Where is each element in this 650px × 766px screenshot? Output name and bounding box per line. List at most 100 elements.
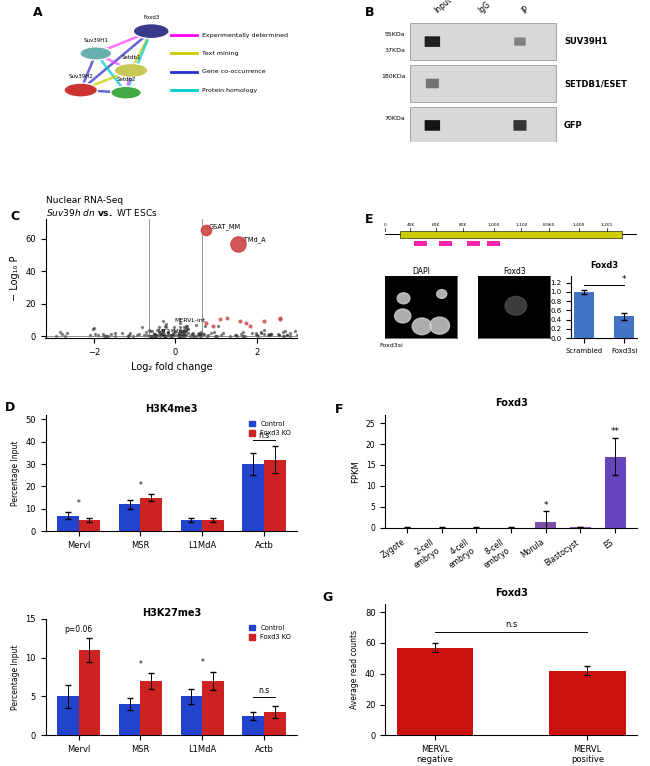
- Point: [265, 329, 276, 341]
- Bar: [410, 23, 556, 60]
- Point: [200, 320, 210, 332]
- Point: [167, 329, 177, 342]
- Y-axis label: Percentage Input: Percentage Input: [10, 440, 20, 506]
- Point: [207, 320, 218, 332]
- Point: [158, 316, 168, 328]
- Point: [202, 330, 212, 342]
- Title: H3K4me3: H3K4me3: [145, 404, 198, 414]
- Text: *: *: [622, 275, 627, 283]
- Text: Input: Input: [432, 0, 454, 15]
- Point: [149, 329, 159, 342]
- Point: [265, 329, 275, 342]
- Point: [237, 330, 248, 342]
- Point: [155, 328, 166, 340]
- Text: 80K: 80K: [459, 222, 467, 227]
- Text: **: **: [610, 427, 619, 437]
- Point: [229, 329, 240, 342]
- Point: [190, 319, 201, 331]
- Point: [90, 328, 101, 340]
- Text: G: G: [322, 591, 333, 604]
- Bar: [549, 671, 625, 735]
- Point: [194, 329, 205, 342]
- Point: [282, 329, 293, 342]
- Point: [157, 329, 168, 341]
- Point: [206, 326, 216, 339]
- Text: GFP: GFP: [564, 121, 582, 130]
- Point: [178, 329, 188, 341]
- Point: [123, 330, 133, 342]
- Point: [149, 328, 159, 340]
- Point: [181, 319, 192, 332]
- Point: [244, 320, 255, 332]
- Text: n.s: n.s: [505, 620, 517, 629]
- Point: [211, 329, 221, 342]
- Point: [155, 329, 165, 342]
- Point: [151, 329, 161, 342]
- Point: [158, 326, 168, 338]
- Text: 180KDa: 180KDa: [381, 74, 406, 79]
- Point: [266, 328, 277, 340]
- Text: D: D: [5, 401, 16, 414]
- Bar: [414, 241, 427, 247]
- Point: [174, 330, 185, 342]
- Point: [218, 326, 228, 339]
- Text: F: F: [335, 404, 343, 417]
- Point: [151, 329, 161, 342]
- Point: [178, 330, 188, 342]
- Point: [168, 321, 179, 333]
- Point: [196, 329, 206, 341]
- Point: [174, 324, 185, 336]
- Point: [231, 330, 242, 342]
- Point: [180, 322, 190, 334]
- Text: 70KDa: 70KDa: [385, 116, 406, 120]
- Point: [274, 329, 284, 342]
- Point: [246, 327, 257, 339]
- Point: [125, 326, 135, 339]
- Point: [180, 319, 190, 332]
- Circle shape: [395, 309, 411, 323]
- Circle shape: [412, 318, 432, 335]
- Point: [292, 329, 302, 341]
- Text: SUV39H1: SUV39H1: [564, 37, 608, 46]
- Point: [214, 313, 225, 326]
- Point: [179, 320, 190, 332]
- Bar: [400, 231, 622, 237]
- Text: A: A: [33, 6, 42, 19]
- Point: [155, 326, 165, 339]
- Text: n.s: n.s: [259, 430, 270, 440]
- Bar: [181, 520, 202, 532]
- Point: [163, 326, 174, 339]
- Circle shape: [397, 293, 410, 304]
- Bar: [242, 716, 264, 735]
- Point: [290, 325, 300, 337]
- Ellipse shape: [64, 83, 98, 97]
- FancyBboxPatch shape: [514, 120, 526, 131]
- Point: [240, 329, 250, 342]
- Text: 1,400: 1,400: [573, 222, 585, 227]
- Point: [109, 330, 120, 342]
- Text: Protein homology: Protein homology: [202, 87, 257, 93]
- Circle shape: [430, 317, 450, 334]
- Point: [251, 327, 261, 339]
- Point: [161, 329, 171, 342]
- Text: Setdb1: Setdb1: [122, 54, 141, 60]
- Text: *: *: [543, 501, 548, 509]
- Point: [161, 318, 171, 330]
- Ellipse shape: [111, 87, 142, 99]
- Point: [101, 329, 111, 342]
- Point: [251, 329, 261, 341]
- Point: [176, 329, 187, 341]
- Text: Foxd3: Foxd3: [143, 15, 159, 20]
- Point: [168, 329, 178, 341]
- Bar: [604, 457, 625, 528]
- Point: [176, 326, 186, 338]
- Text: 55KDa: 55KDa: [385, 31, 406, 37]
- Point: [280, 330, 290, 342]
- Point: [180, 325, 190, 337]
- Text: Text mining: Text mining: [202, 51, 238, 56]
- Point: [154, 326, 164, 339]
- Point: [158, 324, 168, 336]
- FancyBboxPatch shape: [424, 36, 440, 47]
- Point: [253, 329, 263, 342]
- Point: [146, 330, 156, 342]
